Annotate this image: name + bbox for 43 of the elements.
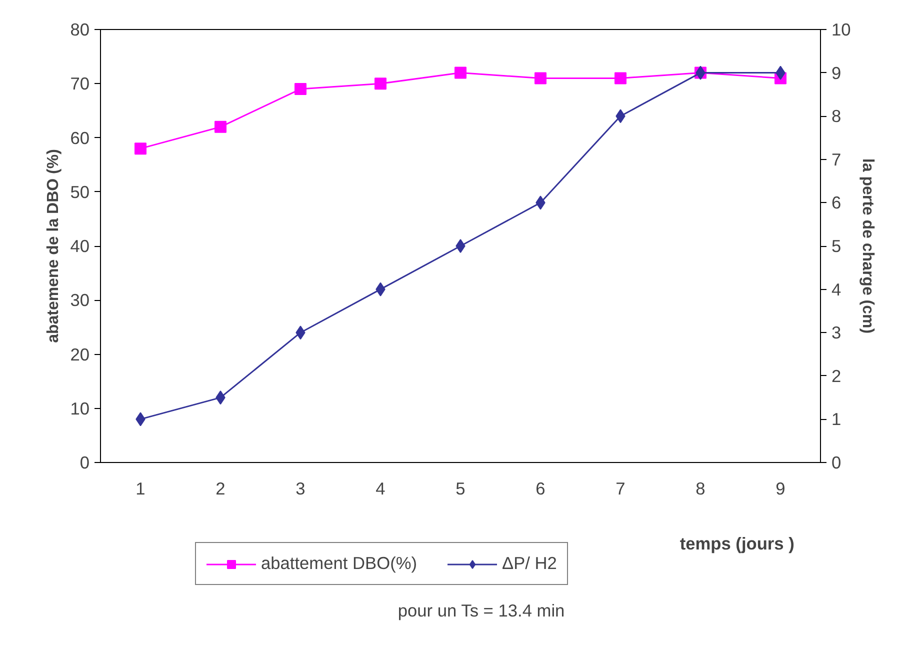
x-tick-label: 9 [776,478,786,498]
y-tick-label: 30 [70,290,90,310]
x-axis-title: temps (jours ) [680,534,794,554]
y2-tick-label: 1 [832,409,842,430]
point [456,239,466,253]
y2-tick-label: 4 [832,279,842,300]
y-tick-label: 60 [70,128,90,148]
y2-tick-label: 3 [832,322,842,343]
point [534,72,546,84]
y-tick-label: 0 [80,452,90,472]
point [454,66,466,79]
y2-tick-label: 0 [832,452,842,472]
y2-tick-label: 8 [832,106,842,126]
point [294,83,306,96]
x-tick-label: 5 [456,478,466,498]
y-tick-label: 40 [70,236,90,256]
x-tick-label: 4 [376,478,386,498]
x-tick-label: 1 [136,478,146,498]
y2-tick-label: 6 [832,192,842,213]
x-tick-label: 7 [616,478,626,498]
y-tick-label: 80 [70,20,90,40]
y2-axis-title: la perte de charge (cm) [858,158,876,334]
point [374,78,386,90]
legend-label: ΔP/ H2 [502,553,557,574]
legend-label: abattement DBO(%) [261,553,418,574]
y2-tick-label: 9 [832,62,842,83]
y-tick-label: 20 [70,344,90,364]
y-axis-title: abatemene de la DBO (%) [45,149,62,343]
text: pour un Ts = 13.4 min [398,600,565,620]
point [614,72,626,84]
x-tick-label: 8 [696,478,706,498]
x-tick-label: 3 [296,478,306,498]
x-tick-label: 6 [536,478,546,498]
point [214,120,226,133]
x-tick-label: 2 [216,478,226,498]
y-tick-label: 10 [70,398,90,418]
y2-tick-label: 7 [832,149,842,170]
y-tick-label: 70 [70,74,90,94]
y-tick-label: 50 [70,182,90,202]
y2-tick-label: 2 [832,366,842,386]
y2-tick-label: 5 [832,236,842,256]
point [134,142,146,155]
y2-tick-label: 10 [832,20,851,40]
